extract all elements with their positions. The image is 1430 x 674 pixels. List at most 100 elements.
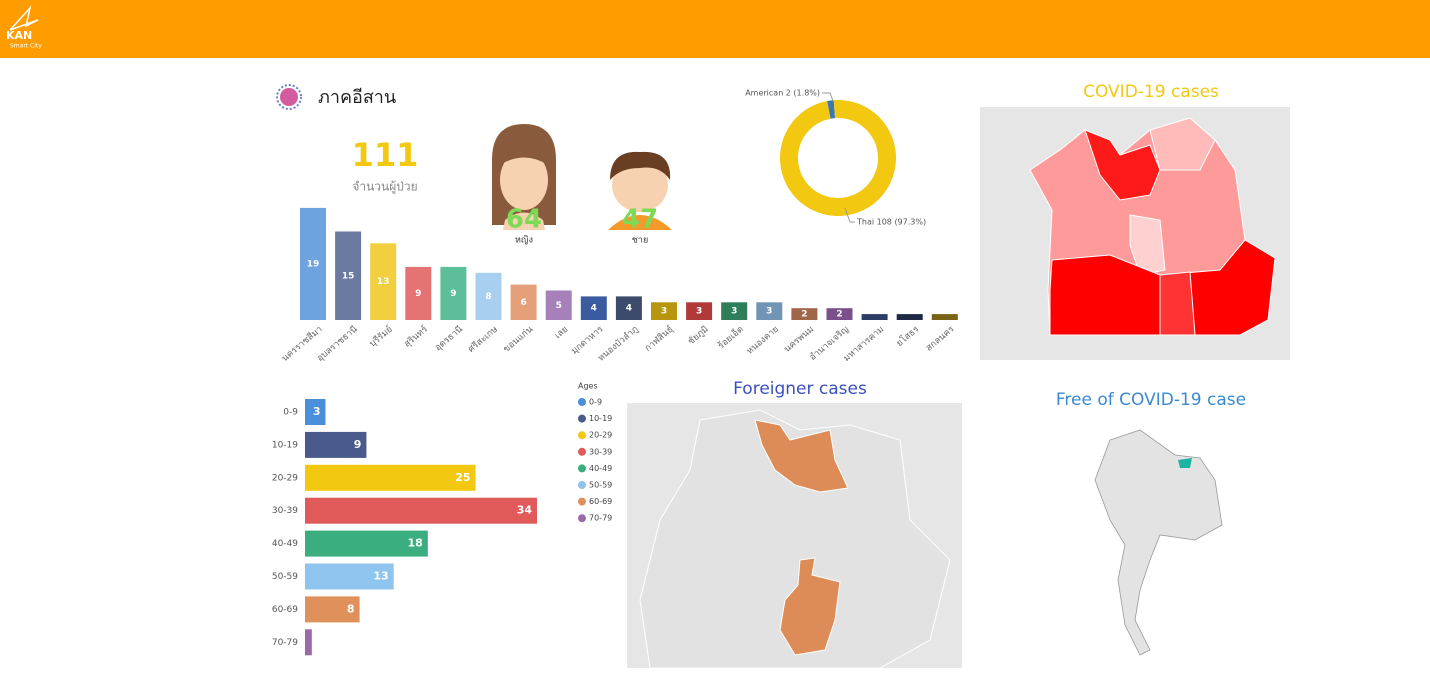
bar-label: 9: [415, 289, 421, 299]
bar-label: 3: [696, 307, 702, 317]
bar-label: 9: [450, 289, 456, 299]
foreigner-map: [627, 403, 962, 669]
bar-label: 13: [377, 277, 390, 287]
legend-title: Ages: [578, 382, 598, 391]
bar: [305, 431, 367, 458]
legend-swatch: [578, 414, 586, 423]
x-tick-label: ชัยภูมิ: [686, 324, 711, 347]
bar: [861, 314, 888, 320]
bar: [896, 314, 923, 320]
bar: [335, 231, 362, 320]
legend-swatch: [578, 481, 586, 489]
bar-label: 8: [485, 292, 491, 302]
bar-label: 19: [307, 259, 320, 269]
legend-label: 10-19: [589, 414, 612, 423]
x-tick-label: เลย: [553, 325, 570, 342]
y-tick-label: 60-69: [272, 605, 298, 615]
bar: [405, 266, 432, 320]
total-count: 111: [352, 136, 419, 174]
x-tick-label: นครพนม: [783, 325, 816, 355]
legend-label: 40-49: [589, 464, 612, 473]
region-title: ภาคอีสาน: [318, 87, 396, 108]
bar-label: 4: [591, 304, 597, 314]
bar-label: 18: [408, 537, 423, 550]
bar: [300, 207, 326, 320]
bar: [545, 290, 572, 320]
bar: [440, 266, 467, 320]
female-label: หญิง: [515, 235, 533, 246]
male-icon: [608, 151, 672, 230]
bar-label: 3: [313, 405, 321, 418]
logo-sub: Smart City: [10, 43, 42, 50]
legend-label: 70-79: [589, 514, 612, 523]
covid-map: [980, 107, 1290, 360]
bar: [580, 296, 607, 320]
bar-label: 34: [517, 504, 533, 517]
slice-label: Thai 108 (97.3%): [856, 218, 926, 227]
leader-line: [844, 207, 855, 223]
header: [0, 0, 1430, 58]
virus-icon: [276, 84, 302, 110]
bar-label: 2: [836, 310, 842, 320]
bar-label: 3: [731, 307, 737, 317]
y-tick-label: 20-29: [272, 473, 298, 483]
y-tick-label: 40-49: [272, 539, 298, 549]
legend-label: 60-69: [589, 497, 612, 506]
bar-label: 3: [661, 307, 667, 317]
bar: [721, 302, 748, 320]
x-tick-label: ขอนแก่น: [502, 325, 535, 355]
y-tick-label: 50-59: [272, 572, 298, 582]
y-tick-label: 10-19: [272, 440, 298, 450]
bar: [305, 464, 476, 491]
y-tick-label: 70-79: [272, 638, 298, 648]
slice-label: American 2 (1.8%): [745, 89, 820, 98]
legend-label: 0-9: [589, 398, 602, 407]
bar: [305, 530, 428, 557]
map-title: COVID-19 cases: [1083, 82, 1219, 102]
female-count: 64: [506, 205, 542, 235]
leader-line: [822, 92, 834, 102]
x-tick-label: ยโสธร: [894, 324, 921, 349]
legend-label: 30-39: [589, 447, 612, 456]
legend-label: 50-59: [589, 481, 612, 490]
x-tick-label: สุรินทร์: [401, 323, 430, 350]
thailand-map: [1094, 429, 1223, 656]
bar: [370, 243, 397, 320]
female-icon: [492, 124, 556, 230]
x-tick-label: กาฬสินธุ์: [642, 323, 676, 354]
legend-label: 20-29: [589, 431, 612, 440]
y-tick-label: 30-39: [272, 506, 298, 516]
male-label: ชาย: [632, 236, 648, 246]
bar-label: 2: [801, 310, 807, 320]
bar: [931, 314, 958, 320]
bar: [305, 629, 312, 656]
x-tick-label: ศรีสะเกษ: [466, 324, 500, 355]
bar-label: 5: [556, 301, 562, 311]
male-count: 47: [622, 205, 658, 235]
legend-swatch: [578, 514, 586, 523]
logo: KAN: [6, 29, 32, 42]
bar: [791, 308, 818, 320]
y-tick-label: 0-9: [283, 408, 298, 418]
legend-swatch: [578, 431, 586, 440]
bar-label: 4: [626, 304, 632, 314]
bar-label: 15: [342, 271, 355, 281]
bar-label: 6: [520, 298, 526, 308]
x-tick-label: สกลนคร: [924, 324, 956, 353]
x-tick-label: บุรีรัมย์: [367, 323, 395, 349]
bar: [475, 272, 502, 320]
bar: [510, 284, 537, 320]
pie-slice: [780, 100, 897, 216]
bar-label: 25: [455, 471, 470, 484]
bar: [756, 302, 783, 320]
bar: [651, 302, 677, 320]
bar: [615, 296, 642, 320]
pie-slice: [827, 100, 836, 119]
bar: [305, 399, 326, 425]
total-label: จำนวนผู้ป่วย: [352, 180, 417, 195]
bar: [305, 596, 360, 623]
bar-label: 9: [354, 438, 362, 451]
logo-icon: [9, 5, 39, 31]
bar-label: 3: [766, 307, 772, 317]
bar: [826, 308, 853, 320]
